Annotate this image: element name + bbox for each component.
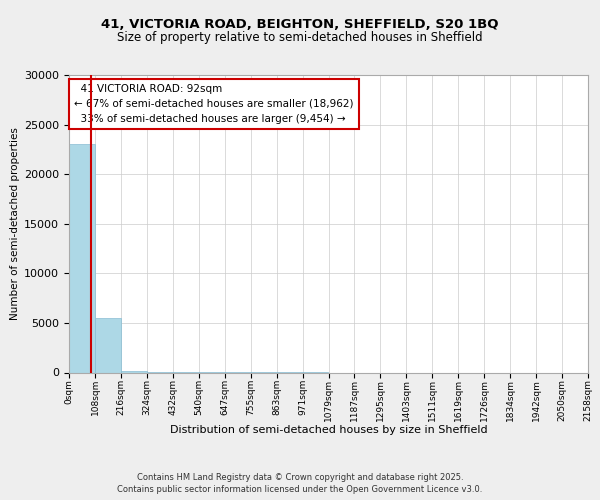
Text: 41 VICTORIA ROAD: 92sqm
← 67% of semi-detached houses are smaller (18,962)
  33%: 41 VICTORIA ROAD: 92sqm ← 67% of semi-de… <box>74 84 353 124</box>
Y-axis label: Number of semi-detached properties: Number of semi-detached properties <box>10 128 20 320</box>
Text: Contains HM Land Registry data © Crown copyright and database right 2025.
Contai: Contains HM Land Registry data © Crown c… <box>118 472 482 494</box>
Text: Size of property relative to semi-detached houses in Sheffield: Size of property relative to semi-detach… <box>117 31 483 44</box>
Bar <box>95 318 121 372</box>
Text: 41, VICTORIA ROAD, BEIGHTON, SHEFFIELD, S20 1BQ: 41, VICTORIA ROAD, BEIGHTON, SHEFFIELD, … <box>101 18 499 30</box>
Bar <box>69 144 95 372</box>
X-axis label: Distribution of semi-detached houses by size in Sheffield: Distribution of semi-detached houses by … <box>170 425 487 435</box>
